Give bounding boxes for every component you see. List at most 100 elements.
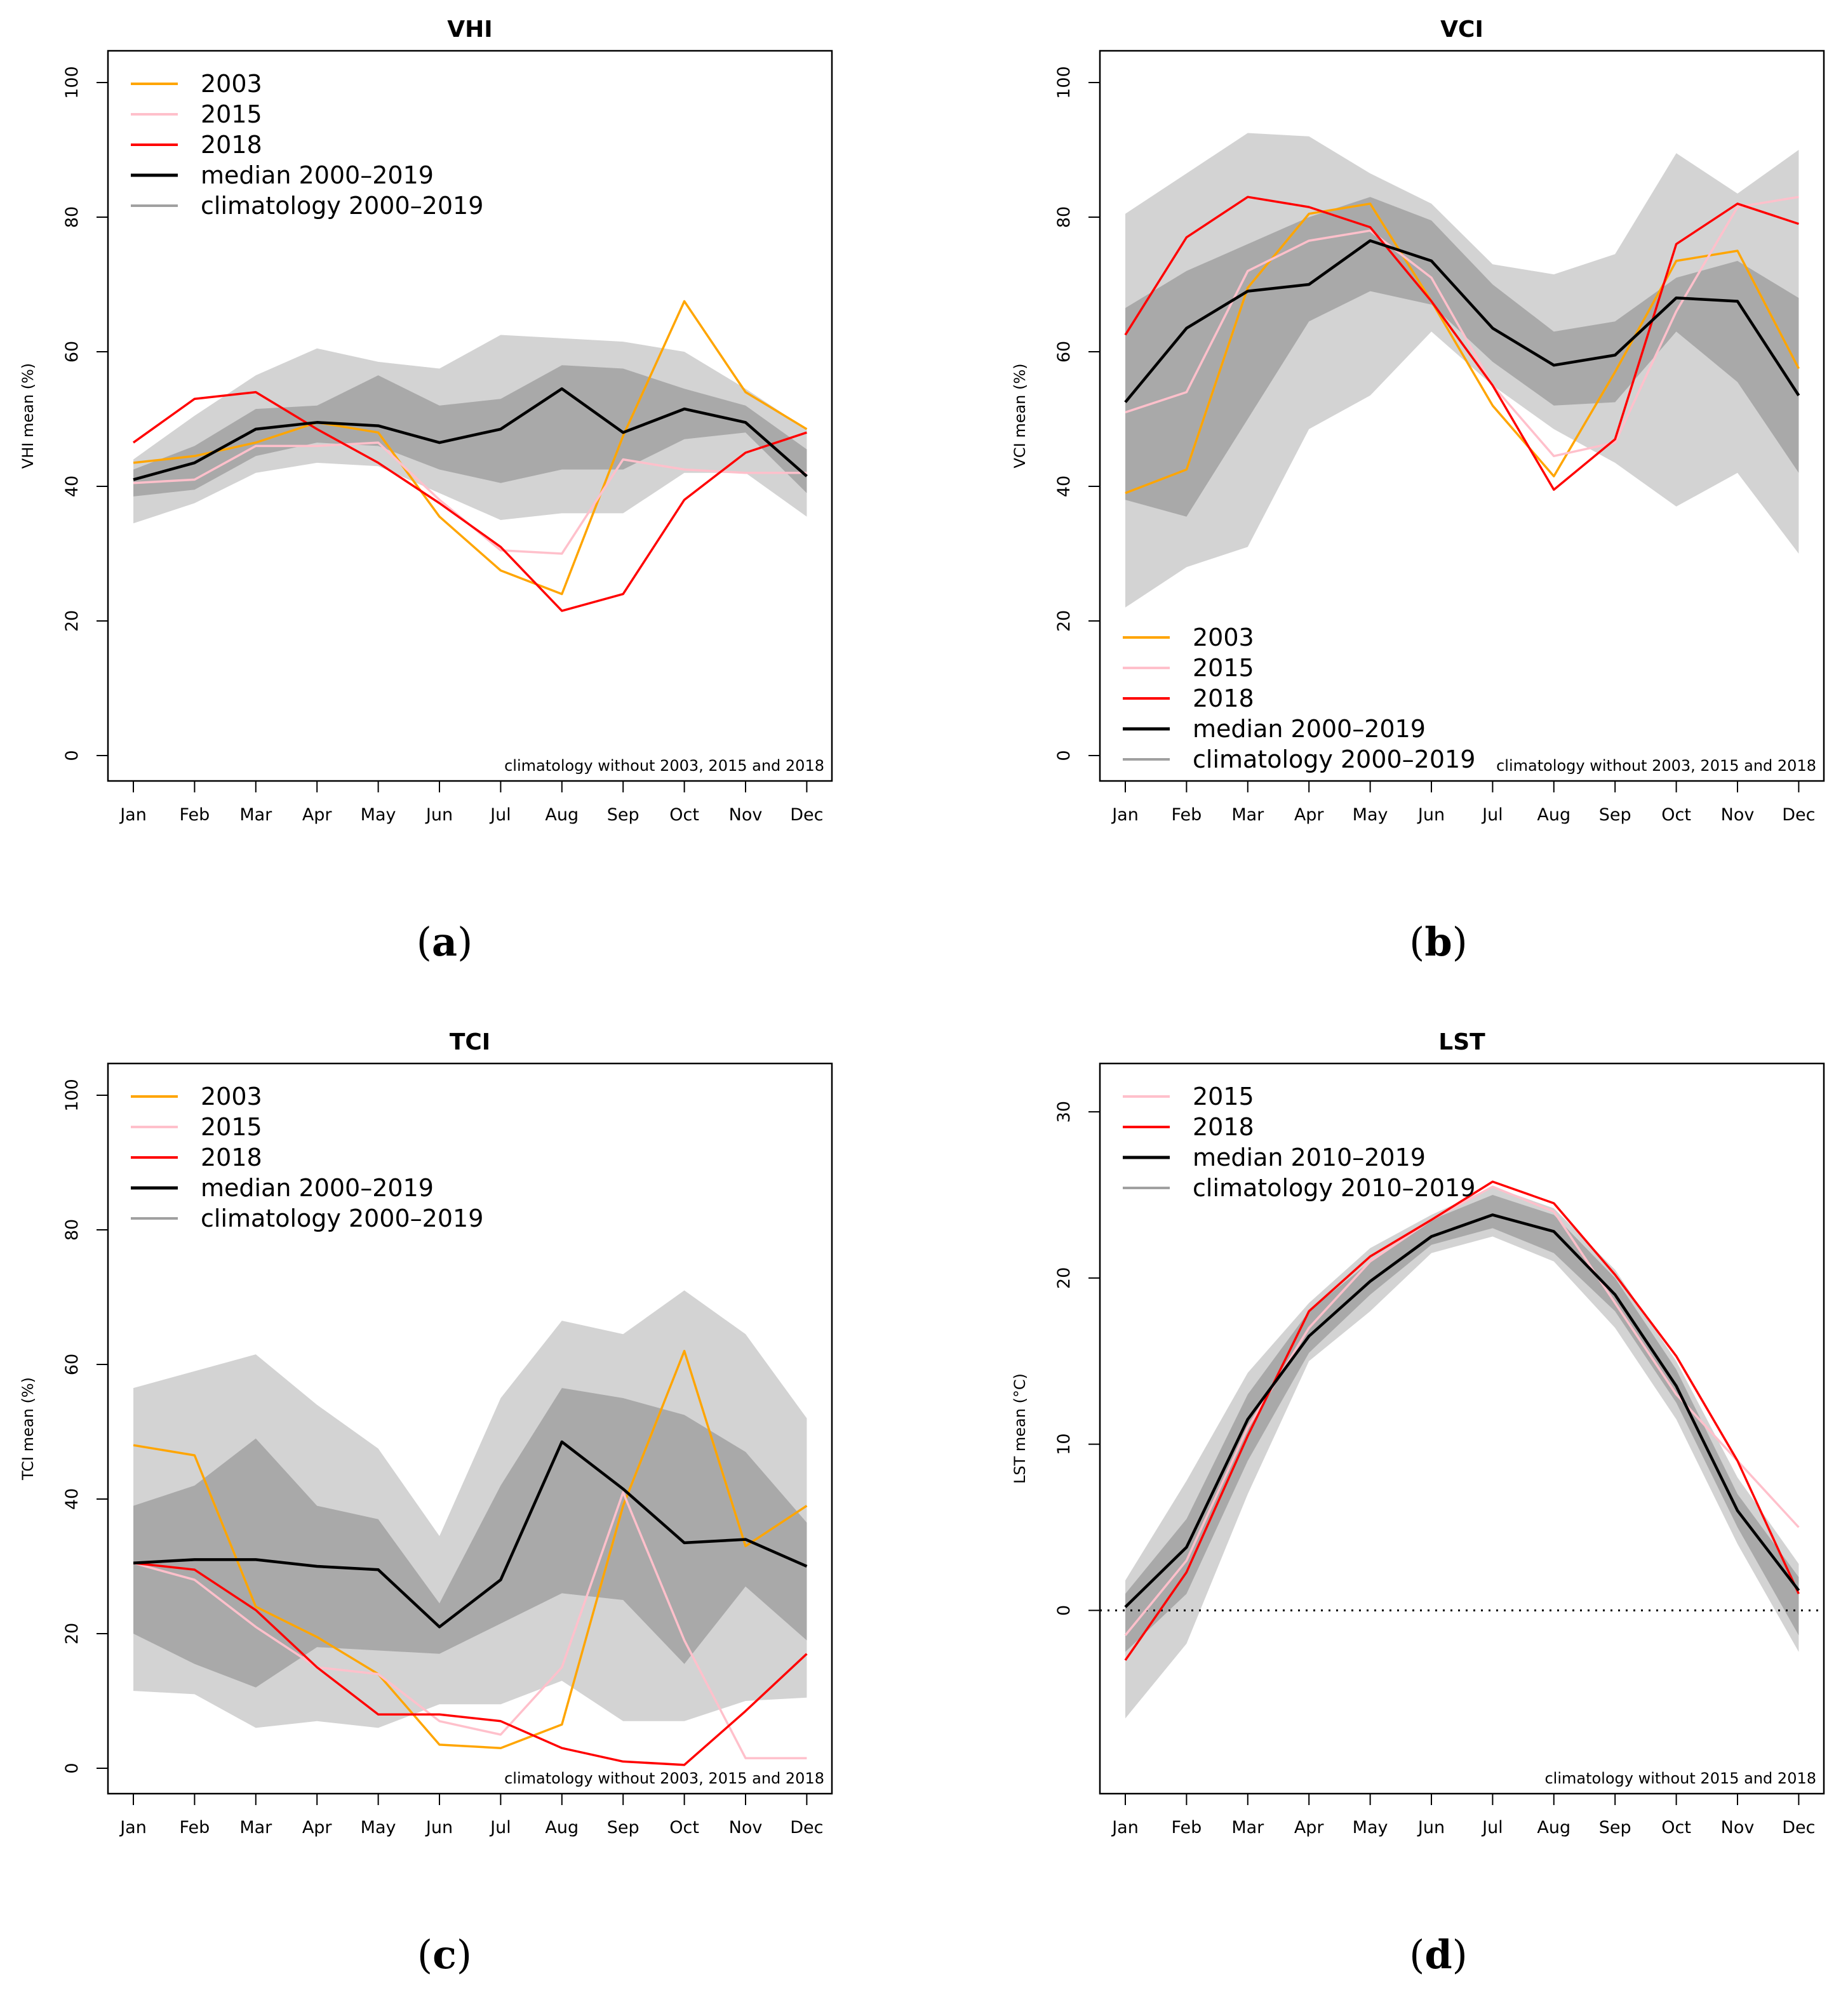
b-x-tick-label: Mar xyxy=(1231,805,1264,825)
a-annotation: climatology without 2003, 2015 and 2018 xyxy=(504,757,824,775)
caption-a: (a) xyxy=(417,919,473,965)
a-legend-label-clim: climatology 2000–2019 xyxy=(201,192,483,220)
b-x-tick-label: Sep xyxy=(1599,805,1631,825)
c-x-tick-label: Nov xyxy=(729,1818,763,1837)
c-x-tick-label: Jan xyxy=(119,1818,147,1837)
a-plot-frame xyxy=(107,50,833,782)
c-title: TCI xyxy=(450,1029,490,1055)
a-x-tick-label: Aug xyxy=(545,805,579,825)
a-x-tick-label: Jul xyxy=(489,805,511,825)
d-annotation: climatology without 2015 and 2018 xyxy=(1544,1770,1816,1787)
a-legend-label-y2003: 2003 xyxy=(201,70,262,98)
d-x-tick-label: Jun xyxy=(1417,1818,1445,1837)
d-legend-label-y2015: 2015 xyxy=(1193,1083,1254,1110)
a-x-tick-label: Feb xyxy=(179,805,210,825)
c-x-tick-label: May xyxy=(361,1818,396,1837)
caption-c: (c) xyxy=(417,1931,472,1978)
c-legend-label-median: median 2000–2019 xyxy=(201,1174,434,1202)
panel-c: Jan Feb Mar Apr May Jun Jul Aug Sep Oct Nov Dec 0 20 4… xyxy=(19,1029,833,1837)
d-y-tick-label: 20 xyxy=(1054,1267,1074,1289)
d-x-tick-label: May xyxy=(1353,1818,1388,1837)
b-series-y2018 xyxy=(1124,196,1799,491)
b-y-axis-label: VCI mean (%) xyxy=(1011,363,1029,468)
c-annotation: climatology without 2003, 2015 and 2018 xyxy=(504,1770,824,1787)
panel-b: Jan Feb Mar Apr May Jun Jul Aug Sep Oct Nov Dec 0 20 4… xyxy=(1011,17,1825,825)
c-y-tick-label: 40 xyxy=(62,1488,82,1510)
a-y-tick-label: 0 xyxy=(62,750,82,761)
a-x-tick-label: Mar xyxy=(239,805,272,825)
d-title: LST xyxy=(1438,1029,1485,1055)
d-legend-label-median: median 2010–2019 xyxy=(1193,1143,1426,1171)
d-inner-band xyxy=(1125,1195,1799,1652)
b-x-tick-label: Jan xyxy=(1111,805,1139,825)
c-y-tick-label: 20 xyxy=(62,1623,82,1644)
c-series-median xyxy=(133,1440,808,1629)
d-legend-label-clim: climatology 2010–2019 xyxy=(1193,1174,1475,1202)
c-inner-band xyxy=(133,1388,807,1688)
a-x-tick-label: Nov xyxy=(729,805,763,825)
b-x-tick-label: Feb xyxy=(1171,805,1202,825)
caption-d: (d) xyxy=(1409,1931,1468,1978)
b-y-tick-label: 0 xyxy=(1054,750,1074,761)
b-annotation: climatology without 2003, 2015 and 2018 xyxy=(1496,757,1816,775)
d-x-tick-label: Dec xyxy=(1782,1818,1815,1837)
c-legend-label-y2015: 2015 xyxy=(201,1113,262,1141)
c-series-y2003 xyxy=(133,1350,808,1749)
b-series-y2003 xyxy=(1125,203,1800,495)
b-y-tick-label: 60 xyxy=(1054,341,1074,363)
d-x-tick-label: Mar xyxy=(1231,1818,1264,1837)
b-series-median xyxy=(1124,239,1800,403)
b-x-tick-label: Jun xyxy=(1417,805,1445,825)
d-y-tick-label: 30 xyxy=(1054,1101,1074,1123)
c-legend-label-y2003: 2003 xyxy=(201,1083,262,1110)
d-legend-label-y2018: 2018 xyxy=(1193,1113,1254,1141)
a-y-tick-label: 80 xyxy=(62,206,82,228)
c-x-tick-label: Apr xyxy=(302,1818,333,1837)
d-y-tick-label: 10 xyxy=(1054,1433,1074,1455)
a-x-tick-label: Sep xyxy=(607,805,639,825)
a-title: VHI xyxy=(447,17,492,43)
c-x-tick-label: Jul xyxy=(489,1818,511,1837)
b-y-tick-label: 40 xyxy=(1054,476,1074,497)
a-y-tick-label: 40 xyxy=(62,476,82,497)
b-x-tick-label: Jul xyxy=(1481,805,1503,825)
b-x-tick-label: Apr xyxy=(1294,805,1325,825)
b-x-tick-label: Nov xyxy=(1721,805,1755,825)
b-legend-label-clim: climatology 2000–2019 xyxy=(1193,745,1475,773)
c-y-tick-label: 100 xyxy=(62,1079,82,1112)
a-y-tick-label: 60 xyxy=(62,341,82,363)
a-y-tick-label: 20 xyxy=(62,610,82,632)
panel-d: Jan Feb Mar Apr May Jun Jul Aug Sep Oct Nov Dec 0 10 2… xyxy=(1011,1029,1825,1837)
d-x-tick-label: Aug xyxy=(1537,1818,1570,1837)
a-legend-label-median: median 2000–2019 xyxy=(201,161,434,189)
c-legend-label-clim: climatology 2000–2019 xyxy=(201,1204,483,1232)
a-legend-label-y2015: 2015 xyxy=(201,100,262,128)
d-plot-frame xyxy=(1099,1062,1825,1795)
b-legend-label-y2015: 2015 xyxy=(1193,654,1254,682)
b-y-tick-label: 80 xyxy=(1054,206,1074,228)
c-x-tick-label: Mar xyxy=(239,1818,272,1837)
a-series-median xyxy=(133,387,808,481)
c-y-tick-label: 0 xyxy=(62,1763,82,1773)
caption-b: (b) xyxy=(1409,919,1468,965)
b-x-tick-label: Dec xyxy=(1782,805,1815,825)
d-x-tick-label: Nov xyxy=(1721,1818,1755,1837)
b-inner-band xyxy=(1125,197,1799,517)
c-plot-frame xyxy=(107,1062,833,1795)
a-x-tick-label: May xyxy=(361,805,396,825)
d-series-y2018 xyxy=(1124,1180,1800,1661)
a-series-y2003 xyxy=(133,300,808,596)
b-x-tick-label: Aug xyxy=(1537,805,1570,825)
c-x-tick-label: Feb xyxy=(179,1818,210,1837)
b-x-tick-label: Oct xyxy=(1661,805,1691,825)
b-y-tick-label: 20 xyxy=(1054,610,1074,632)
c-x-tick-label: Jun xyxy=(425,1818,453,1837)
d-x-tick-label: Sep xyxy=(1599,1818,1631,1837)
c-legend-label-y2018: 2018 xyxy=(201,1143,262,1171)
c-y-axis-label: TCI mean (%) xyxy=(19,1377,37,1481)
d-x-tick-label: Jul xyxy=(1481,1818,1503,1837)
c-x-tick-label: Sep xyxy=(607,1818,639,1837)
c-x-tick-label: Oct xyxy=(669,1818,699,1837)
b-legend-label-y2003: 2003 xyxy=(1193,623,1254,651)
d-y-axis-label: LST mean (°C) xyxy=(1011,1373,1029,1484)
